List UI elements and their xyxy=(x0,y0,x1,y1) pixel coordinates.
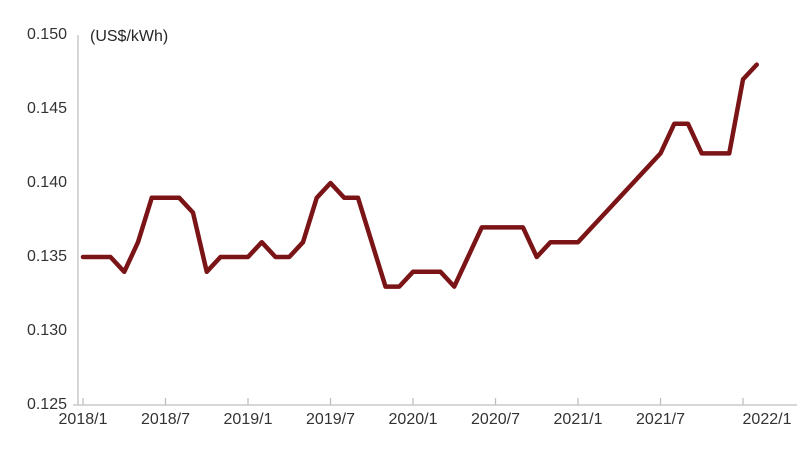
x-tick-label: 2021/7 xyxy=(636,411,685,428)
x-tick-label: 2019/7 xyxy=(306,411,355,428)
y-tick-label: 0.125 xyxy=(26,396,67,413)
x-tick-label: 2018/7 xyxy=(141,411,190,428)
x-tick-label: 2019/1 xyxy=(223,411,273,428)
y-tick-label: 0.140 xyxy=(26,174,67,191)
x-tick-label: 2021/1 xyxy=(553,411,603,428)
x-axis-ticks xyxy=(82,398,744,405)
y-tick-label: 0.130 xyxy=(26,322,67,339)
y-tick-label: 0.145 xyxy=(26,100,67,117)
price-line-series xyxy=(80,62,759,289)
x-tick-label: 2020/1 xyxy=(388,411,438,428)
y-tick-label: 0.135 xyxy=(26,248,67,265)
axis-unit-label: (US$/kWh) xyxy=(90,28,169,45)
y-tick-label: 0.150 xyxy=(26,26,67,43)
x-tick-label: 2018/1 xyxy=(58,411,108,428)
x-tick-label: 2020/7 xyxy=(471,411,520,428)
x-tick-label: 2022/1 xyxy=(742,411,791,428)
